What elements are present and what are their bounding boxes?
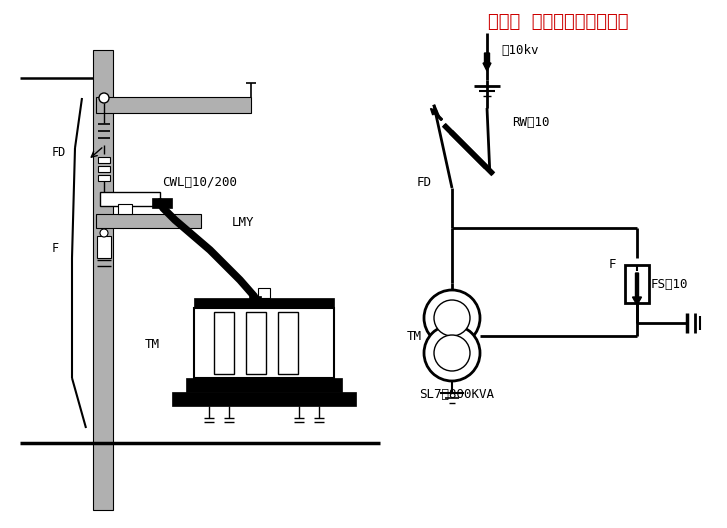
Circle shape (434, 335, 470, 371)
Bar (246, 312, 266, 374)
Bar (625, 265, 649, 303)
Text: F: F (52, 241, 59, 254)
Bar (214, 312, 234, 374)
FancyArrow shape (483, 53, 491, 71)
Circle shape (100, 229, 108, 237)
Bar (93, 50, 113, 510)
Bar (194, 298, 334, 308)
Text: ～10kv: ～10kv (501, 43, 539, 56)
Bar (98, 157, 110, 163)
Bar (96, 97, 251, 113)
Circle shape (424, 325, 480, 381)
Circle shape (99, 93, 109, 103)
Bar (98, 175, 110, 181)
Bar (194, 308, 334, 378)
Text: F: F (609, 259, 616, 271)
Bar (97, 236, 111, 258)
Text: CWL－10/200: CWL－10/200 (162, 176, 237, 190)
Text: FD: FD (52, 146, 66, 159)
Text: TM: TM (145, 338, 160, 352)
Circle shape (424, 290, 480, 346)
Text: 第一节  施工图常用图形符号: 第一节 施工图常用图形符号 (488, 13, 628, 31)
Bar (100, 192, 160, 206)
FancyArrow shape (430, 109, 443, 120)
FancyArrow shape (632, 273, 641, 305)
Bar (186, 378, 342, 392)
Circle shape (434, 300, 470, 336)
Text: SL7－800KVA: SL7－800KVA (419, 389, 494, 401)
Text: LMY: LMY (232, 216, 254, 230)
Bar (96, 214, 201, 228)
Bar (152, 198, 172, 208)
Bar (172, 392, 356, 406)
Bar (278, 312, 298, 374)
Bar (249, 296, 261, 308)
Text: RW－10: RW－10 (512, 117, 550, 129)
Text: FD: FD (417, 176, 432, 190)
Bar (258, 288, 270, 298)
Bar (118, 204, 132, 214)
Text: TM: TM (407, 329, 422, 343)
Bar (98, 166, 110, 172)
Text: FS－10: FS－10 (651, 278, 688, 290)
